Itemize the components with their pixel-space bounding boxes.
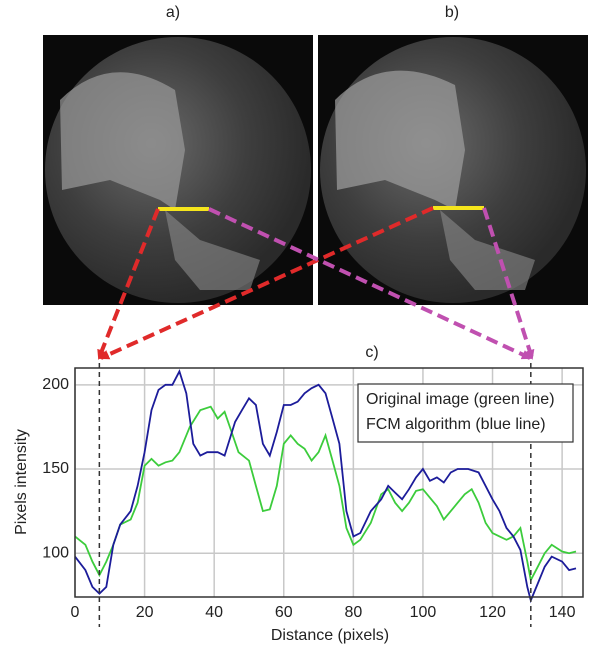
y-tick-label: 100 xyxy=(42,544,69,561)
image-a xyxy=(43,35,313,305)
x-tick-label: 60 xyxy=(275,604,293,621)
x-tick-label: 140 xyxy=(549,604,576,621)
x-axis-label: Distance (pixels) xyxy=(271,627,389,644)
legend-label: FCM algorithm (blue line) xyxy=(366,416,546,433)
chart-title: c) xyxy=(365,344,378,361)
y-axis-label: Pixels intensity xyxy=(13,429,30,535)
x-tick-label: 40 xyxy=(205,604,223,621)
x-tick-label: 120 xyxy=(479,604,506,621)
panel-label: b) xyxy=(445,4,459,21)
y-tick-label: 150 xyxy=(42,460,69,477)
figure: a) b) c) Distance (pixels) Pixels intens… xyxy=(0,0,593,650)
x-tick-label: 20 xyxy=(136,604,154,621)
panel-label: a) xyxy=(166,4,180,21)
y-tick-label: 200 xyxy=(42,376,69,393)
plot: 0 20 40 60 80 100 120 140 100 150 200 Original imag… xyxy=(42,363,583,627)
legend-label: Original image (green line) xyxy=(366,391,555,408)
x-tick-label: 0 xyxy=(71,604,80,621)
x-tick-label: 100 xyxy=(410,604,437,621)
x-tick-label: 80 xyxy=(344,604,362,621)
image-b xyxy=(318,35,588,305)
